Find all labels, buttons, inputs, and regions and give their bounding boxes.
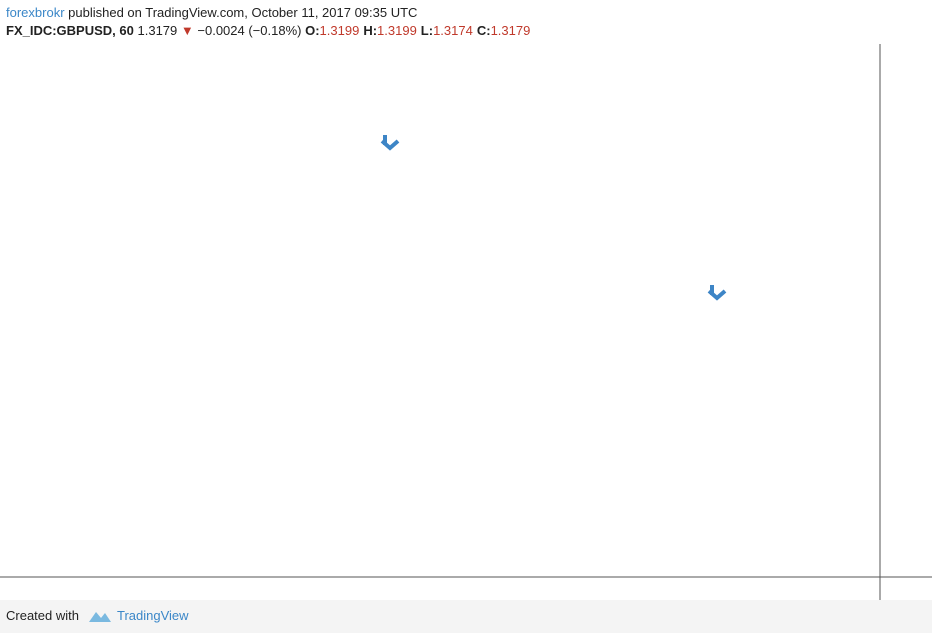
arrow: ▼: [180, 23, 194, 38]
ohlc-value: 1.3199: [319, 23, 360, 38]
logo: [89, 612, 111, 622]
change: −0.0024 (−0.18%): [197, 23, 302, 38]
footer: Created with TradingView: [0, 600, 932, 633]
ohlc-value: 1.3199: [377, 23, 417, 38]
ohlc: O:1.3199 H:1.3199 L:1.3174 C:1.3179: [305, 23, 534, 38]
ohlc-key: H:: [363, 23, 378, 38]
ohlc-key: O:: [305, 23, 320, 38]
publish-line: forexbrokr published on TradingView.com,…: [6, 5, 417, 20]
down-arrow: [380, 135, 400, 151]
ohlc-key: C:: [476, 23, 491, 38]
down-arrow: [707, 285, 727, 301]
symbol: FX_IDC:GBPUSD, 60: [6, 23, 134, 38]
chart: [0, 44, 932, 600]
published: published on TradingView.com, October 11…: [68, 5, 418, 20]
background: [0, 44, 932, 600]
ohlc-value: 1.3174: [433, 23, 473, 38]
brand[interactable]: TradingView: [117, 608, 189, 623]
user[interactable]: forexbrokr: [6, 5, 65, 20]
ohlc-key: L:: [420, 23, 434, 38]
price: 1.3179: [137, 23, 178, 38]
ohlc-value: 1.3179: [490, 23, 531, 38]
symbol-line: FX_IDC:GBPUSD, 60 1.3179 ▼ −0.0024 (−0.1…: [6, 23, 534, 38]
created-with: Created with: [6, 608, 79, 623]
header: forexbrokr published on TradingView.com,…: [0, 0, 932, 44]
